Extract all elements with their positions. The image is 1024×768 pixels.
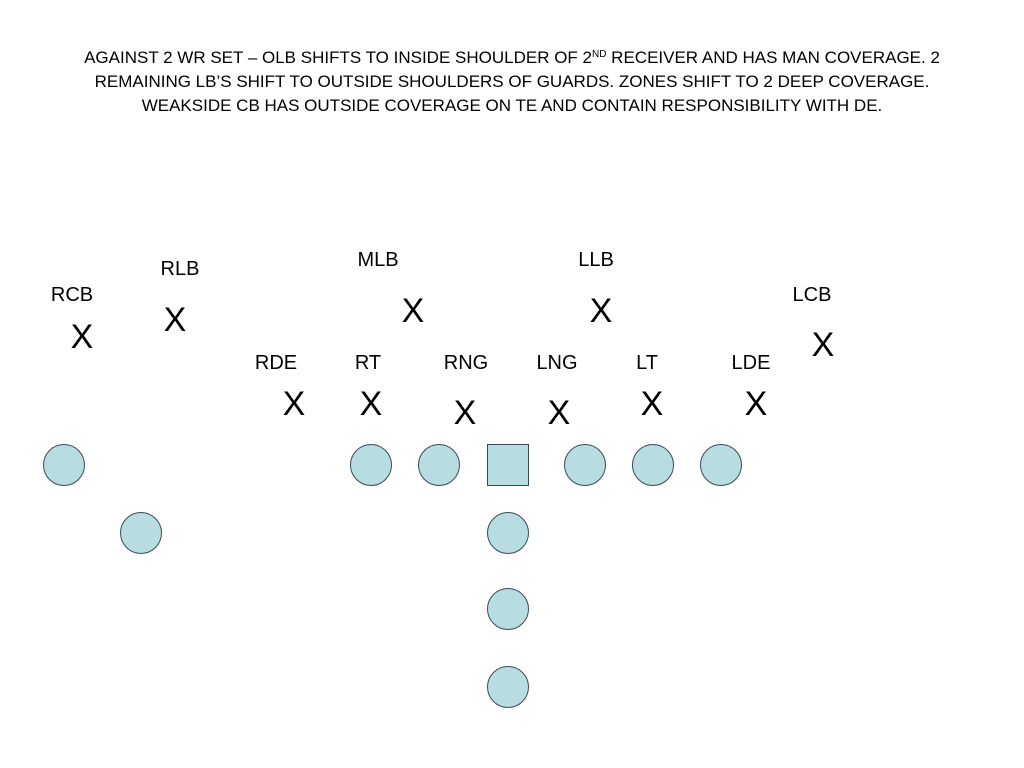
offense-left-tackle [632,444,674,486]
title-superscript: ND [592,49,607,60]
x-mark-lt: X [640,385,664,423]
offense-right-guard [418,444,460,486]
label-lcb: LCB [792,284,832,306]
offense-center [487,444,529,486]
title-part-1: AGAINST 2 WR SET – OLB SHIFTS TO INSIDE … [84,48,592,67]
offense-fullback [487,588,529,630]
x-mark-rcb: X [70,318,94,356]
x-mark-lcb: X [811,326,835,364]
offense-quarterback [487,512,529,554]
title-part-2: RECEIVER AND HAS MAN COVERAGE. 2 REMAINI… [94,48,940,115]
offense-tailback [487,666,529,708]
x-mark-mlb: X [401,292,425,330]
x-mark-lng: X [547,394,571,432]
x-mark-lde: X [744,385,768,423]
label-lt: LT [636,352,658,374]
x-mark-rng: X [453,394,477,432]
slide-title: AGAINST 2 WR SET – OLB SHIFTS TO INSIDE … [50,46,974,118]
label-rde: RDE [254,352,298,374]
offense-wide-receiver [43,444,85,486]
label-rlb: RLB [160,258,200,280]
x-mark-rde: X [282,385,306,423]
x-mark-rt: X [359,385,383,423]
label-mlb: MLB [357,249,399,271]
x-mark-llb: X [589,292,613,330]
x-mark-rlb: X [163,301,187,339]
offense-slot-receiver [120,512,162,554]
offense-tight-end [700,444,742,486]
label-rt: RT [354,352,382,374]
offense-left-guard [564,444,606,486]
label-lde: LDE [731,352,771,374]
offense-right-tackle [350,444,392,486]
label-lng: LNG [536,352,578,374]
label-rng: RNG [443,352,489,374]
label-rcb: RCB [50,284,94,306]
label-llb: LLB [578,249,614,271]
